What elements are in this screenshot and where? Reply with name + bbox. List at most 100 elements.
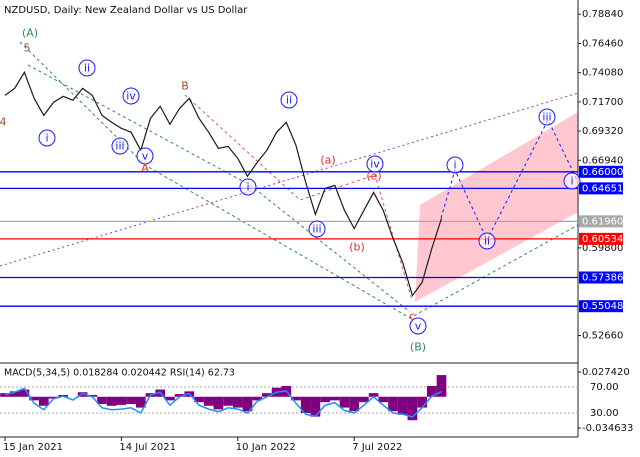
indicator-title: MACD(5,34,5) 0.018284 0.020442 RSI(14) 6…	[4, 368, 235, 379]
wave-circle	[78, 59, 96, 77]
macd-bar	[19, 389, 30, 397]
macd-bar	[38, 396, 49, 406]
wave-label: i	[246, 181, 249, 194]
macd-bar	[329, 396, 340, 401]
level-label-box	[579, 300, 623, 313]
macd-bar	[0, 393, 10, 397]
wave-circle	[308, 220, 326, 238]
macd-bar	[291, 396, 301, 401]
wave-label: ii	[484, 235, 490, 248]
macd-bar	[29, 396, 39, 401]
wave-circle	[239, 178, 257, 196]
level-label: 0.61960	[582, 216, 623, 227]
wave-label: iv	[370, 158, 380, 171]
macd-bar	[417, 396, 427, 408]
y-tick-label: 0.69320	[582, 126, 623, 137]
wave-circle	[38, 129, 56, 147]
level-label: 0.66000	[582, 167, 623, 178]
wave-circle	[563, 172, 581, 190]
y-tick-label: 0.52660	[582, 330, 623, 341]
wave-label: (b)	[349, 241, 365, 254]
wave-label: ii	[84, 62, 90, 75]
macd-bar	[174, 394, 185, 397]
macd-bar	[320, 396, 330, 403]
trend-line	[19, 41, 579, 319]
y-tick-label: 0.66940	[582, 155, 623, 166]
macd-bar	[213, 396, 224, 410]
wave-circle	[280, 91, 298, 109]
macd-bar	[242, 396, 253, 412]
macd-bar	[252, 396, 263, 401]
x-tick-label: 14 Jul 2021	[119, 442, 176, 453]
macd-bar	[9, 391, 20, 397]
macd-bar	[203, 396, 214, 406]
y2-tick-label: 0.027420	[582, 367, 630, 378]
y-tick-label: 0.71700	[582, 97, 623, 108]
macd-bar	[349, 396, 360, 412]
macd-bar	[77, 392, 88, 397]
level-label: 0.55048	[582, 301, 623, 312]
macd-bar	[223, 396, 233, 406]
wave-label: ii	[286, 94, 292, 107]
macd-bar	[194, 396, 204, 403]
level-label-box	[579, 182, 623, 195]
level-label: 0.57386	[582, 273, 623, 284]
level-label: 0.64651	[582, 183, 623, 194]
macd-bar	[407, 396, 418, 421]
wave-circle	[136, 147, 154, 165]
wave-label: iii	[542, 111, 551, 124]
wave-label: c	[409, 310, 415, 323]
wave-label: iii	[115, 140, 124, 153]
wave-label: i	[453, 159, 456, 172]
level-label-box	[579, 232, 623, 245]
price-line	[4, 70, 443, 297]
macd-bar	[106, 396, 117, 406]
wave-circle	[111, 137, 129, 155]
macd-bar	[378, 396, 389, 403]
wave-label: A	[141, 162, 149, 175]
wave-circle	[478, 232, 496, 250]
macd-bar	[339, 396, 350, 408]
macd-bar	[388, 396, 398, 412]
macd-bar	[397, 396, 408, 415]
macd-bar	[262, 393, 272, 397]
level-label: 0.60534	[582, 234, 623, 245]
rsi-line	[4, 387, 442, 418]
wave-label: 4	[0, 116, 7, 129]
macd-bar	[300, 396, 311, 413]
y2-tick-label: -0.034633	[582, 423, 633, 434]
macd-bar	[310, 396, 321, 417]
macd-bar	[165, 396, 175, 401]
macd-bar	[426, 385, 437, 397]
y-tick-label: 0.74080	[582, 68, 623, 79]
wave-circle	[446, 156, 464, 174]
wave-label: (a)	[320, 154, 335, 167]
wave-circle	[409, 317, 427, 335]
macd-bar	[97, 396, 107, 404]
wave-label: (A)	[22, 27, 38, 40]
wave-label: B	[181, 80, 189, 93]
wave-label: (B)	[410, 341, 426, 354]
macd-bar	[436, 375, 447, 397]
level-label-box	[579, 165, 623, 178]
macd-bar	[359, 396, 369, 403]
wave-label: i	[570, 175, 573, 188]
chart-title: NZDUSD, Daily: New Zealand Dollar vs US …	[4, 5, 248, 16]
wave-circle	[366, 155, 384, 173]
macd-bar	[48, 396, 59, 399]
x-tick-label: 10 Jan 2022	[236, 442, 296, 453]
macd-bar	[116, 396, 127, 405]
wave-label: v	[415, 320, 422, 333]
y-tick-label: 0.59800	[582, 243, 623, 254]
macd-bar	[368, 393, 379, 397]
wave-label: iii	[312, 223, 321, 236]
trend-line	[0, 92, 579, 267]
wave-label: 5	[24, 42, 31, 55]
x-tick-label: 7 Jul 2022	[352, 442, 402, 453]
macd-bar	[126, 396, 136, 404]
y-tick-label: 30.00	[590, 408, 619, 419]
y-tick-label: 70.00	[590, 382, 619, 393]
wave-circle	[122, 87, 140, 105]
macd-bar	[232, 396, 243, 408]
